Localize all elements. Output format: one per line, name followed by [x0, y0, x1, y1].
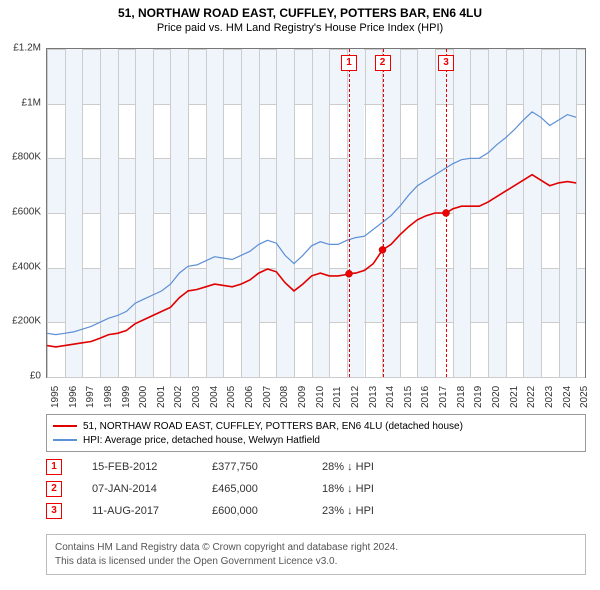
x-tick-label: 2003 [191, 386, 202, 408]
sale-marker-2: 2 [46, 481, 62, 497]
y-tick-label: £600K [1, 207, 41, 218]
x-tick-label: 2009 [297, 386, 308, 408]
x-tick-label: 2022 [526, 386, 537, 408]
sale-pct: 23% ↓ HPI [322, 505, 432, 517]
x-tick-label: 2013 [368, 386, 379, 408]
sale-marker-3: 3 [46, 503, 62, 519]
x-tick-label: 1996 [68, 386, 79, 408]
x-tick-label: 2025 [579, 386, 590, 408]
sale-date: 11-AUG-2017 [92, 505, 212, 517]
sales-row: 1 15-FEB-2012 £377,750 28% ↓ HPI [46, 456, 432, 478]
sale-marker-1: 1 [46, 459, 62, 475]
x-tick-label: 2014 [385, 386, 396, 408]
x-tick-label: 2005 [226, 386, 237, 408]
x-tick-label: 1999 [121, 386, 132, 408]
legend-label-hpi: HPI: Average price, detached house, Welw… [83, 435, 320, 446]
legend-label-property: 51, NORTHAW ROAD EAST, CUFFLEY, POTTERS … [83, 421, 463, 432]
legend-item-property: 51, NORTHAW ROAD EAST, CUFFLEY, POTTERS … [53, 419, 579, 433]
chart-title: 51, NORTHAW ROAD EAST, CUFFLEY, POTTERS … [0, 6, 600, 20]
x-tick-label: 2016 [420, 386, 431, 408]
title-block: 51, NORTHAW ROAD EAST, CUFFLEY, POTTERS … [0, 0, 600, 34]
x-tick-label: 2019 [473, 386, 484, 408]
legend-swatch-hpi [53, 439, 77, 441]
chart-container: 51, NORTHAW ROAD EAST, CUFFLEY, POTTERS … [0, 0, 600, 590]
attribution-line-2: This data is licensed under the Open Gov… [55, 555, 577, 569]
x-tick-label: 2001 [156, 386, 167, 408]
x-tick-label: 2012 [350, 386, 361, 408]
sales-row: 3 11-AUG-2017 £600,000 23% ↓ HPI [46, 500, 432, 522]
x-tick-label: 2023 [544, 386, 555, 408]
sale-price: £465,000 [212, 483, 322, 495]
y-tick-label: £0 [1, 371, 41, 382]
sale-date: 07-JAN-2014 [92, 483, 212, 495]
x-tick-label: 2015 [403, 386, 414, 408]
sale-price: £377,750 [212, 461, 322, 473]
sales-row: 2 07-JAN-2014 £465,000 18% ↓ HPI [46, 478, 432, 500]
sale-date: 15-FEB-2012 [92, 461, 212, 473]
y-tick-label: £400K [1, 261, 41, 272]
x-tick-label: 2006 [244, 386, 255, 408]
legend-item-hpi: HPI: Average price, detached house, Welw… [53, 433, 579, 447]
x-tick-label: 2007 [262, 386, 273, 408]
x-tick-label: 2011 [332, 386, 343, 408]
sale-line-marker: 1 [341, 55, 357, 71]
sale-pct: 18% ↓ HPI [322, 483, 432, 495]
legend-box: 51, NORTHAW ROAD EAST, CUFFLEY, POTTERS … [46, 414, 586, 452]
attribution-line-1: Contains HM Land Registry data © Crown c… [55, 541, 577, 555]
x-tick-label: 2004 [209, 386, 220, 408]
attribution-box: Contains HM Land Registry data © Crown c… [46, 534, 586, 575]
x-tick-label: 2020 [491, 386, 502, 408]
sale-line-marker: 3 [438, 55, 454, 71]
x-tick-label: 2018 [456, 386, 467, 408]
x-tick-label: 2021 [509, 386, 520, 408]
sale-price: £600,000 [212, 505, 322, 517]
sale-pct: 28% ↓ HPI [322, 461, 432, 473]
x-tick-label: 2008 [279, 386, 290, 408]
series-line-property [47, 175, 576, 347]
y-tick-label: £1.2M [1, 43, 41, 54]
y-tick-label: £800K [1, 152, 41, 163]
x-tick-label: 2010 [315, 386, 326, 408]
x-tick-label: 2000 [138, 386, 149, 408]
x-tick-label: 1997 [85, 386, 96, 408]
sale-line-marker: 2 [375, 55, 391, 71]
sales-table: 1 15-FEB-2012 £377,750 28% ↓ HPI 2 07-JA… [46, 456, 432, 522]
y-tick-label: £1M [1, 97, 41, 108]
chart-subtitle: Price paid vs. HM Land Registry's House … [0, 22, 600, 34]
x-tick-label: 2017 [438, 386, 449, 408]
series-line-hpi [47, 112, 576, 335]
x-tick-label: 1998 [103, 386, 114, 408]
x-tick-label: 2002 [173, 386, 184, 408]
x-tick-label: 2024 [562, 386, 573, 408]
y-tick-label: £200K [1, 316, 41, 327]
x-tick-label: 1995 [50, 386, 61, 408]
plot-area: 1 2 3 [46, 48, 586, 378]
legend-swatch-property [53, 425, 77, 427]
line-svg [47, 49, 585, 377]
